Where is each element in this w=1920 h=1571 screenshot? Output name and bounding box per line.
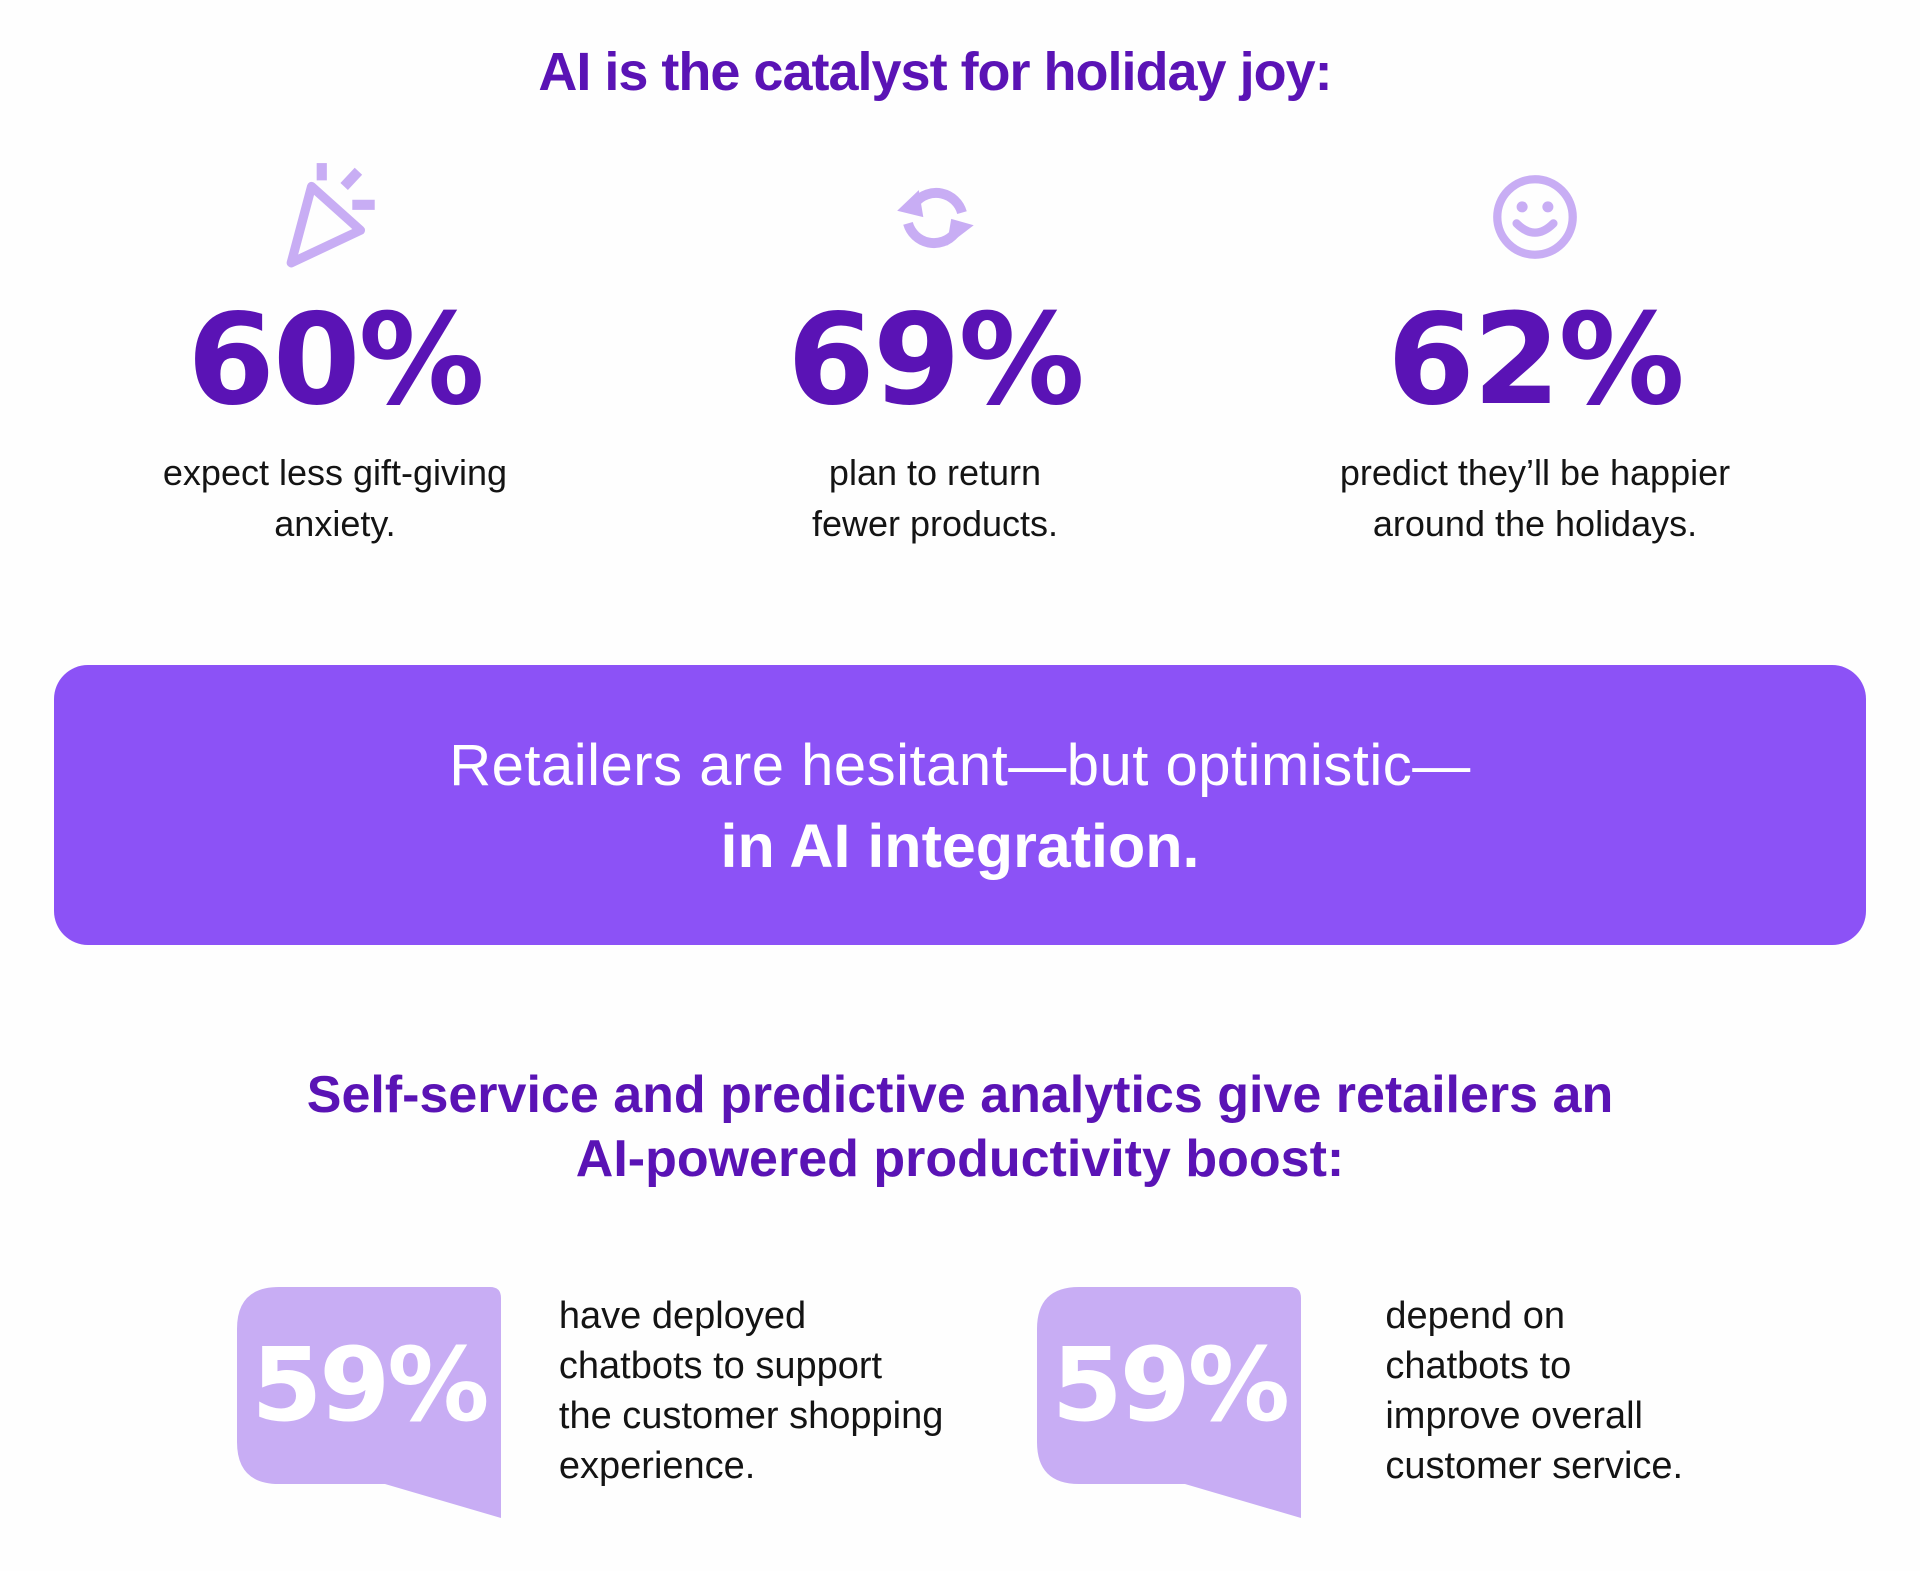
bubble-stat-value: 59% [1051,1325,1290,1445]
section-title-line: Self-service and predictive analytics gi… [306,1065,1614,1124]
stat-description: predict they’ll be happier around the ho… [1340,447,1730,549]
speech-bubble-icon: 59% [236,1286,501,1522]
holiday-joy-section: AI is the catalyst for holiday joy: 60% … [35,0,1835,549]
stat-value: 69% [787,285,1085,433]
party-popper-icon [279,157,391,271]
stats-row: 60% expect less gift-giving anxiety. 69% [35,157,1835,549]
chatbot-stats-row: 59% have deployed chatbots to support th… [0,1286,1920,1522]
stat-description: have deployed chatbots to support the cu… [559,1287,943,1491]
stat-description-line: improve overall [1385,1394,1643,1437]
stat-gift-anxiety: 60% expect less gift-giving anxiety. [35,157,635,549]
smiley-face-icon [1489,157,1581,271]
stat-description-line: depend on [1385,1294,1565,1337]
stat-fewer-returns: 69% plan to return fewer products. [635,157,1235,549]
stat-description-line: the customer shopping [558,1394,944,1437]
stat-description-line: around the holidays. [1372,502,1698,544]
stat-description-line: experience. [558,1444,756,1487]
stat-chatbots-deployed: 59% have deployed chatbots to support th… [236,1286,943,1522]
stat-description: depend on chatbots to improve overall cu… [1385,1287,1683,1491]
stat-description-line: predict they’ll be happier [1339,451,1731,493]
stat-value: 60% [187,285,485,433]
productivity-section: Self-service and predictive analytics gi… [0,1063,1920,1522]
stat-happier-holidays: 62% predict they’ll be happier around th… [1235,157,1835,549]
banner-text-line2: in AI integration. [720,811,1200,880]
speech-bubble-icon: 59% [1037,1286,1302,1522]
section-title-holiday-joy: AI is the catalyst for holiday joy: [538,42,1332,102]
stat-description-line: have deployed [558,1294,807,1337]
stat-chatbots-service: 59% depend on chatbots to improve overal… [1037,1286,1683,1522]
stat-description-line: expect less gift-giving [162,451,508,493]
stat-description-line: anxiety. [274,502,396,544]
stat-description: expect less gift-giving anxiety. [163,447,507,549]
stat-description-line: chatbots to support [558,1344,883,1387]
bubble-stat-value: 59% [251,1325,489,1445]
stat-description-line: fewer products. [811,502,1059,544]
section-title-line: AI-powered productivity boost: [575,1129,1345,1188]
stat-description-line: customer service. [1385,1444,1684,1487]
return-cycle-icon [890,157,980,271]
stat-description-line: chatbots to [1385,1344,1572,1387]
stat-description: plan to return fewer products. [812,447,1058,549]
stat-description-line: plan to return [828,451,1042,493]
banner-retailers-hesitant: Retailers are hesitant—but optimistic— i… [54,664,1866,945]
stat-value: 62% [1387,285,1685,433]
section-title-productivity: Self-service and predictive analytics gi… [0,1063,1920,1191]
banner-text-line1: Retailers are hesitant—but optimistic— [449,732,1471,798]
